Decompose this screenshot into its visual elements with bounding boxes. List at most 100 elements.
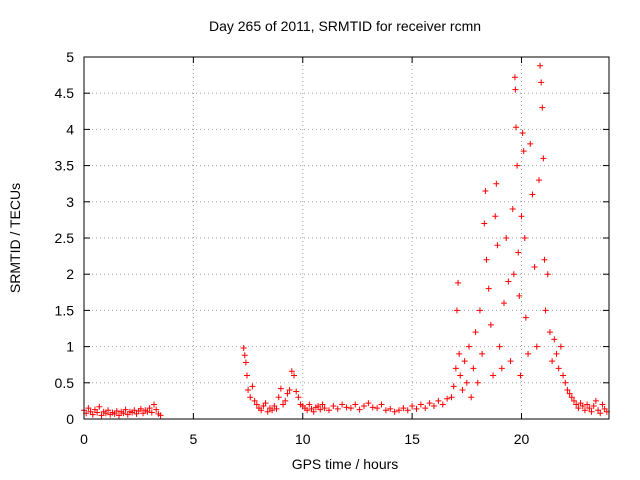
data-point bbox=[562, 379, 569, 386]
data-point bbox=[431, 402, 437, 409]
data-point bbox=[404, 407, 411, 414]
data-point bbox=[456, 350, 463, 357]
data-point bbox=[493, 180, 500, 187]
data-point bbox=[148, 409, 155, 416]
data-point bbox=[247, 394, 254, 401]
grid bbox=[84, 57, 609, 419]
data-point bbox=[277, 385, 284, 392]
data-point bbox=[365, 400, 372, 407]
data-point bbox=[319, 401, 326, 408]
data-point bbox=[520, 148, 527, 155]
data-point bbox=[450, 383, 457, 390]
data-point bbox=[273, 405, 280, 412]
data-point bbox=[566, 390, 573, 397]
data-point bbox=[546, 329, 553, 336]
data-point bbox=[542, 307, 549, 314]
data-point bbox=[505, 278, 512, 285]
data-point bbox=[592, 397, 599, 404]
data-point bbox=[304, 407, 311, 414]
data-point bbox=[540, 155, 547, 162]
data-point bbox=[597, 410, 604, 417]
data-point bbox=[391, 408, 398, 415]
data-point bbox=[513, 124, 520, 131]
data-point bbox=[538, 79, 545, 86]
data-point bbox=[455, 279, 462, 286]
data-point bbox=[472, 329, 479, 336]
data-point bbox=[512, 86, 519, 93]
data-point bbox=[496, 343, 503, 350]
data-point bbox=[269, 407, 276, 414]
data-point bbox=[264, 408, 271, 415]
data-point bbox=[568, 394, 575, 401]
y-tick-label: 3.5 bbox=[55, 158, 75, 174]
data-point bbox=[483, 256, 490, 263]
data-point bbox=[262, 400, 269, 407]
data-point bbox=[243, 372, 250, 379]
data-point bbox=[551, 336, 558, 343]
y-axis-label: SRMTID / TECUs bbox=[7, 183, 23, 293]
data-point bbox=[343, 404, 350, 411]
data-point bbox=[387, 405, 394, 412]
y-tick-label: 0.5 bbox=[55, 375, 75, 391]
data-point bbox=[137, 405, 144, 412]
data-point bbox=[382, 407, 389, 414]
data-point bbox=[470, 365, 477, 372]
data-point bbox=[521, 235, 528, 241]
data-point bbox=[485, 285, 492, 292]
data-point bbox=[516, 292, 523, 299]
data-point bbox=[334, 405, 341, 412]
data-point bbox=[466, 343, 472, 350]
data-point bbox=[94, 409, 101, 416]
data-point bbox=[459, 387, 466, 394]
data-point bbox=[439, 401, 446, 408]
y-tick-label: 5 bbox=[66, 49, 74, 65]
data-point bbox=[361, 402, 367, 409]
data-point bbox=[426, 400, 433, 407]
data-point bbox=[453, 307, 460, 314]
data-point bbox=[507, 358, 514, 365]
data-point bbox=[463, 379, 470, 386]
data-point bbox=[378, 401, 385, 408]
axis-ticks: 0 0.5 1 1.5 2 2.5 3 3.5 4 4.5 5 0 5 10 15 20 bbox=[55, 49, 609, 447]
data-point bbox=[284, 390, 291, 397]
data-point bbox=[539, 104, 546, 111]
data-point bbox=[120, 410, 127, 417]
data-point bbox=[251, 397, 258, 404]
data-point bbox=[479, 350, 486, 357]
y-tick-label: 4 bbox=[66, 121, 74, 137]
data-point bbox=[586, 405, 593, 412]
data-point bbox=[522, 314, 529, 321]
data-point bbox=[280, 401, 287, 408]
data-point bbox=[417, 401, 424, 408]
x-tick-label: 10 bbox=[295, 431, 311, 447]
data-point bbox=[291, 372, 297, 379]
data-point bbox=[553, 350, 560, 357]
data-point bbox=[581, 407, 588, 414]
data-point bbox=[511, 74, 518, 81]
data-point bbox=[503, 235, 510, 241]
data-point bbox=[116, 412, 122, 419]
data-point bbox=[461, 358, 468, 365]
data-point bbox=[282, 397, 289, 404]
data-point bbox=[293, 388, 300, 395]
data-point bbox=[444, 395, 451, 402]
data-point bbox=[515, 249, 522, 256]
data-point bbox=[487, 321, 494, 328]
y-tick-label: 3 bbox=[66, 194, 74, 210]
data-point bbox=[275, 394, 282, 401]
data-point bbox=[249, 383, 256, 390]
data-point bbox=[315, 402, 322, 409]
data-point bbox=[306, 401, 313, 408]
data-point bbox=[533, 343, 540, 350]
data-point bbox=[457, 372, 464, 379]
data-point bbox=[481, 220, 488, 227]
data-point bbox=[153, 406, 160, 413]
data-point bbox=[510, 271, 517, 278]
plot-frame bbox=[83, 56, 610, 420]
y-tick-label: 1.5 bbox=[55, 302, 75, 318]
data-point bbox=[468, 394, 475, 401]
data-point bbox=[330, 402, 337, 409]
x-tick-label: 15 bbox=[404, 431, 420, 447]
data-point bbox=[242, 359, 249, 366]
data-point bbox=[448, 394, 455, 401]
